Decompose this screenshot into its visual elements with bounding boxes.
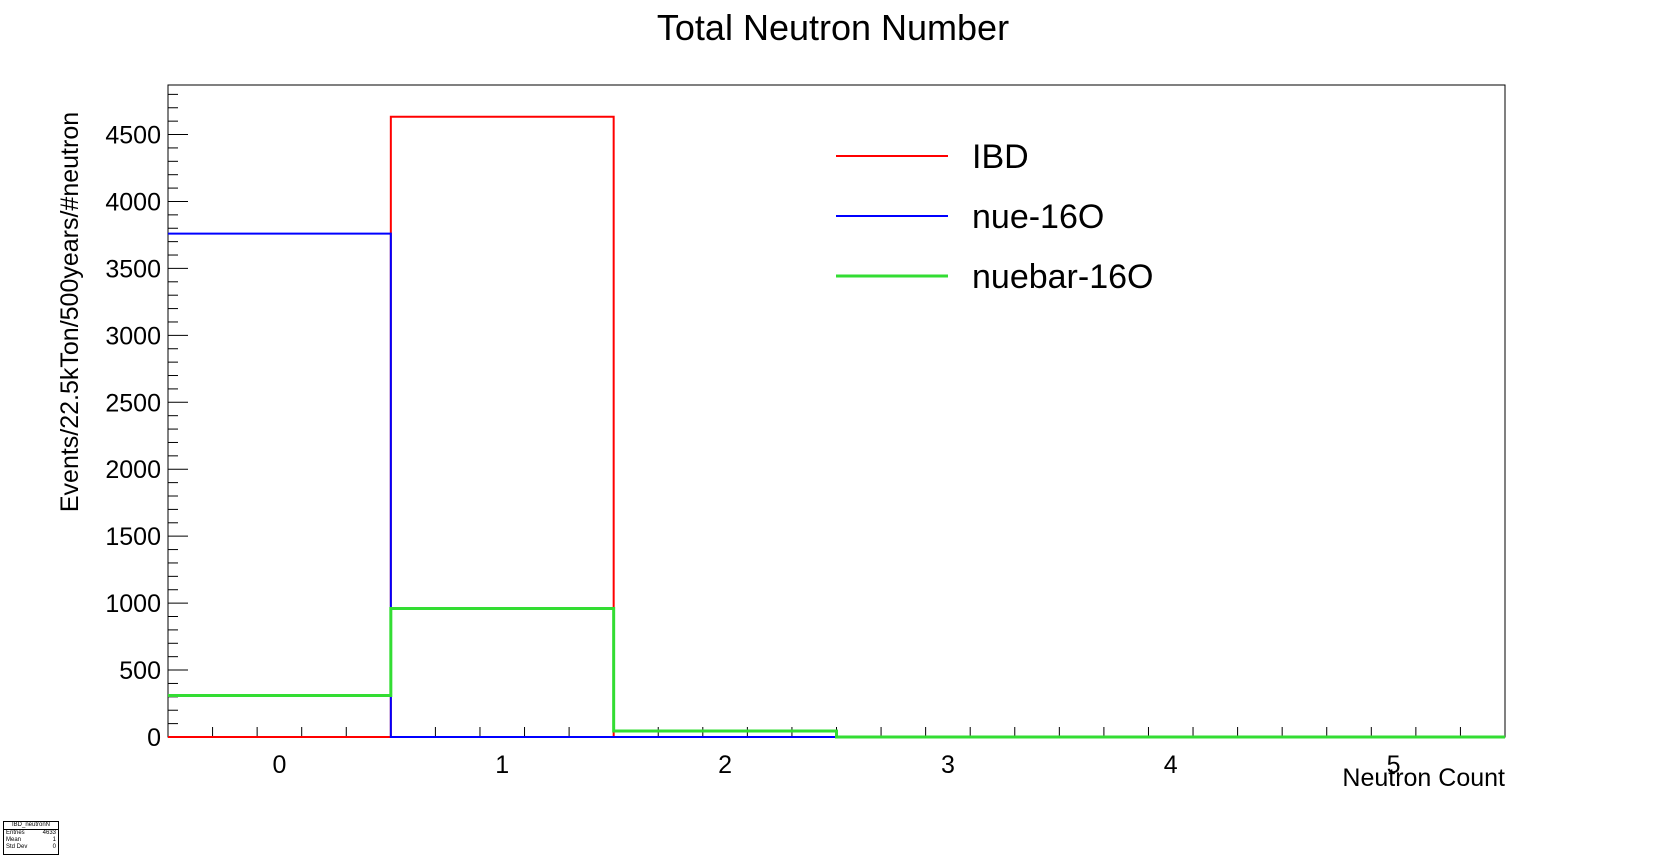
legend-label: IBD [972,138,1029,176]
x-tick-label: 1 [495,751,509,779]
stats-row-entries: Entries 4633 [4,830,58,837]
legend-label: nuebar-16O [972,258,1153,296]
y-tick-label: 0 [147,724,161,752]
y-tick-label: 3000 [105,322,161,350]
y-tick-label: 4500 [105,122,161,150]
x-tick-label: 2 [718,751,732,779]
y-tick-label: 3500 [105,255,161,283]
legend: IBD nue-16O nuebar-16O [836,138,1153,296]
x-tick-label: 3 [941,751,955,779]
y-tick-label: 4000 [105,188,161,216]
series-line-nuebar-16o [168,606,1505,739]
x-tick-label: 4 [1164,751,1178,779]
x-axis-label: Neutron Count [1342,764,1505,792]
y-tick-label: 500 [119,657,161,685]
stats-row-stddev: Std Dev 0 [4,844,58,851]
series-line-ibd [168,115,1505,738]
stats-title: IBD_neutronN [4,822,58,830]
x-tick-label: 0 [272,751,286,779]
stats-value: 0 [52,844,56,850]
stats-box: IBD_neutronN Entries 4633 Mean 1 Std Dev… [3,821,59,855]
legend-label: nue-16O [972,198,1104,236]
stats-row-mean: Mean 1 [4,837,58,844]
stats-value: 4633 [42,830,56,836]
stats-label: Entries [6,830,25,836]
y-tick-label: 1500 [105,523,161,551]
stats-label: Mean [6,837,22,843]
stats-value: 1 [52,837,56,843]
chart-title: Total Neutron Number [657,7,1009,48]
y-tick-label: 2500 [105,389,161,417]
stats-label: Std Dev [6,844,28,850]
y-tick-label: 1000 [105,590,161,618]
y-tick-label: 2000 [105,456,161,484]
series-line-nue-16o [168,232,1505,738]
plot-frame [167,84,1506,738]
axis-ticks: 0 500 1000 1500 2000 2500 3000 3500 4000 4500 0 1 2 3… [105,93,1506,779]
x-tick-label: 5 [1387,751,1401,779]
y-axis-label: Events/22.5kTon/500years/#neutron [56,112,84,512]
series-layer [168,115,1505,739]
